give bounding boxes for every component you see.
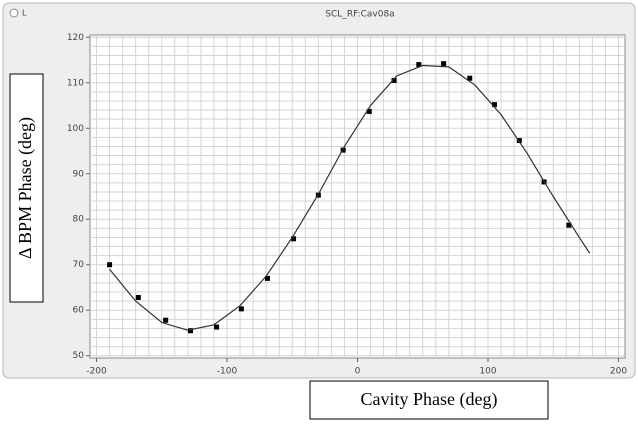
y-tick-label: 120: [67, 33, 84, 43]
data-point: [214, 324, 220, 330]
data-point: [107, 262, 113, 268]
y-tick-label: 50: [73, 351, 85, 361]
x-tick-label: 0: [355, 367, 361, 377]
y-tick-label: 90: [73, 169, 85, 179]
data-point: [264, 275, 270, 281]
chart-title: SCL_RF:Cav08a: [325, 10, 394, 20]
y-tick-label: 110: [67, 78, 84, 88]
x-tick-label: -200: [86, 367, 107, 377]
y-label-box: [9, 73, 44, 303]
fit-line: [109, 64, 591, 331]
data-point: [441, 61, 447, 67]
data-point: [391, 77, 397, 83]
data-point: [416, 62, 422, 68]
x-tick-label: 100: [479, 367, 496, 377]
data-point: [366, 108, 372, 114]
x-axis-label: Cavity Phase (deg): [361, 389, 498, 410]
data-point: [187, 328, 193, 334]
window-icon-label: L: [22, 9, 27, 18]
data-point: [566, 222, 572, 228]
x-tick-label: 200: [610, 367, 627, 377]
window-icon: [9, 8, 19, 18]
y-tick-label: 100: [67, 124, 84, 134]
data-point: [516, 138, 522, 144]
data-point: [163, 317, 169, 323]
data-point: [135, 294, 141, 300]
y-axis-label: Δ BPM Phase (deg): [15, 117, 36, 259]
x-tick-label: -100: [217, 367, 238, 377]
x-label-box: [309, 380, 549, 420]
data-point: [492, 102, 498, 108]
y-tick-label: 70: [73, 260, 85, 270]
y-tick-label: 60: [73, 306, 85, 316]
data-point: [238, 306, 244, 312]
data-point: [467, 75, 473, 81]
y-tick-label: 80: [73, 215, 85, 225]
data-point: [291, 236, 297, 242]
